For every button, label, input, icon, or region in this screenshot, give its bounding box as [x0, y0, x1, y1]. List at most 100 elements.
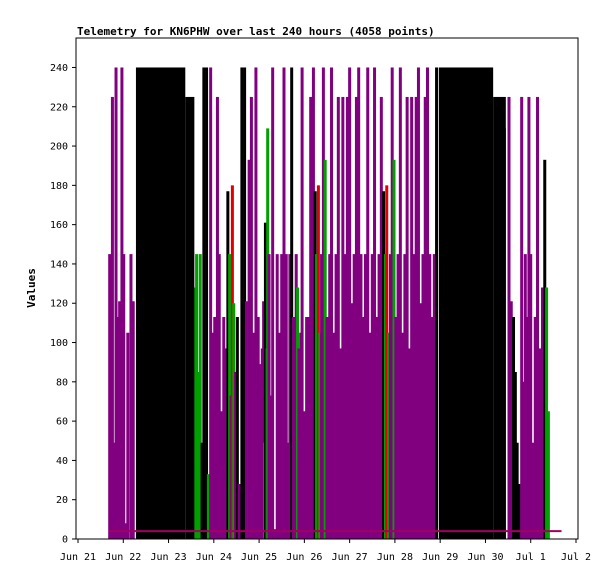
data-bar	[323, 159, 327, 539]
x-tick-label: Jun 21	[60, 552, 96, 563]
data-bar	[359, 254, 363, 539]
data-bar	[513, 372, 517, 539]
data-bar	[315, 254, 319, 539]
data-bar	[254, 67, 258, 540]
data-bar	[275, 254, 279, 539]
data-bar	[423, 96, 427, 540]
data-bar	[357, 67, 361, 540]
dense-data-block	[438, 67, 494, 540]
data-bar	[262, 301, 266, 539]
data-bar	[377, 254, 381, 539]
data-bar	[525, 316, 529, 539]
data-bar	[540, 287, 544, 539]
data-bar	[543, 159, 547, 539]
data-bar	[533, 316, 537, 539]
data-bar	[373, 67, 377, 540]
data-bar	[271, 67, 275, 540]
data-bar	[336, 96, 340, 540]
data-bar	[243, 67, 247, 540]
data-bar	[290, 67, 294, 540]
data-bar	[297, 348, 301, 539]
data-bar	[303, 411, 307, 539]
data-bar	[392, 159, 396, 539]
y-tick-label: 20	[56, 495, 68, 506]
data-bar	[517, 483, 521, 539]
y-tick-label: 120	[50, 299, 68, 310]
dense-data-block	[135, 67, 186, 540]
data-bar	[536, 96, 540, 540]
data-bar	[366, 67, 370, 540]
x-tick-label: Jun 23	[150, 552, 186, 563]
data-bar	[112, 442, 116, 539]
plot-frame	[75, 37, 579, 540]
data-bar	[116, 316, 120, 539]
y-tick-label: 220	[50, 102, 68, 113]
data-bar	[256, 316, 260, 539]
data-bar	[410, 96, 414, 540]
data-bar	[120, 67, 124, 540]
data-bar	[370, 254, 374, 539]
data-bar	[421, 254, 425, 539]
y-tick-label: 140	[50, 259, 68, 270]
data-bar	[320, 254, 324, 539]
data-bar	[515, 442, 519, 539]
data-bar	[206, 474, 210, 539]
data-bar	[401, 332, 405, 539]
data-bar	[234, 372, 238, 539]
data-bar	[348, 67, 352, 540]
data-bar	[209, 67, 213, 540]
data-bar	[352, 254, 356, 539]
data-bar	[527, 96, 531, 540]
data-bar	[211, 332, 215, 539]
data-bar	[405, 96, 409, 540]
data-bar	[286, 442, 290, 539]
chart-title: Telemetry for KN6PHW over last 240 hours…	[77, 25, 435, 38]
data-bar	[108, 254, 112, 539]
data-bar	[282, 67, 286, 540]
data-bar	[328, 254, 332, 539]
data-bar	[224, 348, 228, 539]
data-bar	[343, 254, 347, 539]
x-tick-label: Jun 28	[377, 552, 413, 563]
y-tick-label: 240	[50, 63, 68, 74]
data-bar	[114, 67, 118, 540]
data-bar	[252, 332, 256, 539]
data-bar	[277, 332, 281, 539]
data-bar	[330, 67, 334, 540]
x-tick-label: Jun 24	[196, 552, 232, 563]
y-tick-label: 180	[50, 181, 68, 192]
data-bar	[249, 96, 253, 540]
y-axis: 0 20 40 60 80 100 120 140 160 180 200 220 240	[50, 63, 76, 546]
data-bar	[226, 191, 230, 539]
data-bar	[118, 301, 122, 539]
data-bar	[311, 67, 315, 540]
data-bar	[235, 316, 239, 539]
data-bar	[284, 254, 288, 539]
data-bar	[217, 254, 221, 539]
bars-layer	[108, 67, 550, 540]
data-bar	[545, 287, 549, 539]
data-bar	[363, 254, 367, 539]
data-bar	[375, 316, 379, 539]
data-bar	[428, 254, 432, 539]
data-bar	[412, 254, 416, 539]
data-bar	[512, 316, 516, 539]
data-bar	[394, 316, 398, 539]
data-bar	[521, 381, 525, 539]
x-tick-label: Jul 2	[561, 552, 591, 563]
plot-area	[75, 37, 579, 540]
data-bar	[432, 254, 436, 539]
data-bar	[403, 254, 407, 539]
data-bar	[240, 67, 244, 540]
data-bar	[213, 316, 217, 539]
data-bar	[520, 96, 524, 540]
y-tick-label: 40	[56, 456, 68, 467]
y-tick-label: 200	[50, 142, 68, 153]
data-bar	[280, 254, 284, 539]
data-bar	[435, 67, 439, 540]
y-axis-label: Values	[25, 268, 38, 308]
data-bar	[195, 254, 199, 539]
data-bar	[509, 301, 513, 539]
data-bar	[321, 67, 325, 540]
data-bar	[382, 191, 386, 539]
